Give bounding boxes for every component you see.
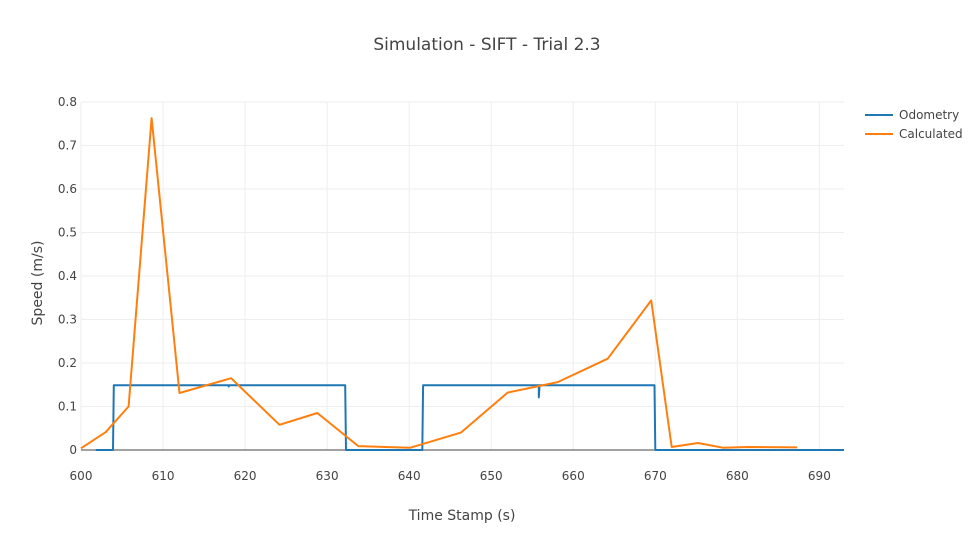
- y-tick-label: 0.4: [58, 269, 77, 283]
- series-lines: [80, 117, 844, 451]
- y-tick-label: 0.5: [58, 226, 77, 240]
- x-tick-label: 620: [234, 469, 257, 483]
- gridlines: [80, 101, 844, 451]
- x-axis-title: Time Stamp (s): [408, 508, 516, 524]
- legend-label-calculated: Calculated: [899, 127, 963, 141]
- y-tick-label: 0.3: [58, 313, 77, 327]
- chart-title: Simulation - SIFT - Trial 2.3: [373, 35, 600, 55]
- legend-label-odometry: Odometry: [899, 108, 959, 122]
- x-tick-label: 670: [644, 469, 667, 483]
- y-tick-label: 0.2: [58, 356, 77, 370]
- x-tick-label: 690: [808, 469, 831, 483]
- legend-item-calculated[interactable]: Calculated: [865, 127, 963, 141]
- x-tick-label: 680: [726, 469, 749, 483]
- series-line-calculated: [80, 117, 798, 450]
- y-tick-label: 0.1: [58, 400, 77, 414]
- y-axis-title: Speed (m/s): [30, 241, 46, 326]
- x-tick-label: 610: [152, 469, 175, 483]
- x-tick-label: 600: [70, 469, 93, 483]
- legend-item-odometry[interactable]: Odometry: [865, 108, 959, 122]
- x-tick-label: 640: [398, 469, 421, 483]
- x-tick-label: 660: [562, 469, 585, 483]
- y-tick-label: 0.7: [58, 139, 77, 153]
- legend[interactable]: Odometry Calculated: [865, 108, 963, 141]
- series-line-odometry: [95, 384, 844, 451]
- tick-labels: 600 610 620 630 640 650 660 670 680 690 0 0.1 0.2 0.3…: [58, 95, 831, 483]
- y-tick-label: 0.6: [58, 182, 77, 196]
- x-tick-label: 650: [480, 469, 503, 483]
- y-tick-label: 0.8: [58, 95, 77, 109]
- y-tick-label: 0: [69, 443, 77, 457]
- x-tick-label: 630: [316, 469, 339, 483]
